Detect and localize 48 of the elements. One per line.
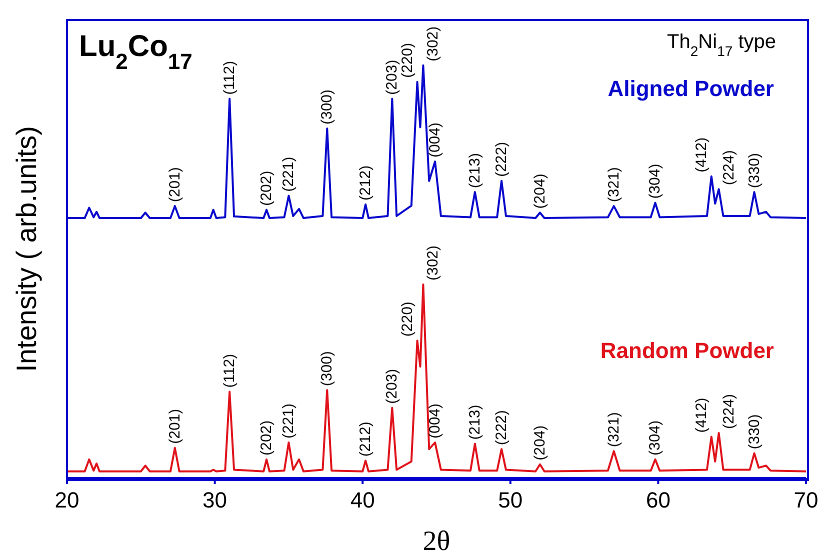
annotation: (204) — [531, 425, 548, 460]
annotation: (321) — [605, 167, 622, 202]
text: Random Powder — [600, 338, 774, 363]
annotation: (221) — [280, 403, 298, 439]
annotation: (304) — [646, 164, 664, 199]
y-axis-title: Intensity ( arb.units) — [11, 126, 42, 372]
annotation: (004) — [426, 122, 444, 158]
annotation: (330) — [746, 414, 763, 450]
x-tick-label: 50 — [498, 488, 523, 513]
annotation: (222) — [493, 410, 510, 446]
annotation: (204) — [531, 174, 548, 209]
annotation: (224) — [720, 394, 738, 430]
text: Th$_{2}$Ni$_{17}$ type — [667, 31, 776, 59]
annotation: (203) — [384, 368, 401, 404]
annotation: (224) — [720, 150, 738, 186]
annotation: (213) — [466, 404, 484, 440]
x-tick-label: 20 — [54, 488, 80, 513]
annotation: (203) — [384, 60, 401, 95]
x-tick-label: 70 — [794, 488, 818, 513]
annotation: (202) — [258, 170, 276, 206]
annotation: (213) — [466, 153, 484, 188]
text: Aligned Powder — [608, 76, 774, 101]
annotation: (412) — [692, 398, 710, 433]
annotation: (202) — [258, 420, 276, 456]
annotation: (302) — [424, 245, 442, 280]
annotation: (004) — [426, 403, 444, 439]
annotation: (412) — [692, 137, 710, 172]
annotation: (330) — [746, 153, 763, 188]
annotation: (221) — [280, 156, 298, 192]
annotation: (321) — [605, 412, 622, 448]
annotation: (112) — [221, 60, 238, 95]
annotation: (220) — [398, 302, 416, 337]
annotation: (201) — [166, 408, 184, 444]
chart-title: Lu$_{2}$Co$_{17}$ — [79, 30, 192, 74]
annotation: (222) — [493, 142, 510, 177]
annotation: (201) — [166, 167, 184, 202]
annotation: (212) — [357, 422, 374, 457]
annotation: (220) — [398, 42, 416, 78]
annotation: (304) — [646, 420, 664, 456]
annotation: (112) — [221, 354, 238, 388]
x-tick-label: 40 — [350, 488, 375, 513]
x-tick-label: 60 — [646, 488, 670, 513]
x-axis-title: 2θ — [422, 526, 450, 557]
x-tick-label: 30 — [202, 488, 228, 513]
annotation: (212) — [357, 165, 374, 200]
annotation: (302) — [424, 26, 442, 62]
annotation: (300) — [318, 351, 336, 386]
annotation: (300) — [318, 89, 336, 125]
